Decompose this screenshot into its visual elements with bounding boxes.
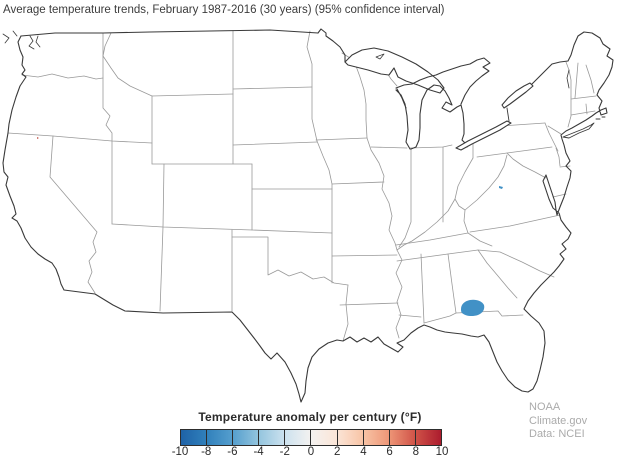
colorbar-segment bbox=[390, 430, 416, 445]
colorbar-tick-label: -10 bbox=[171, 446, 189, 458]
anomaly-region-california bbox=[37, 137, 39, 139]
colorbar-segment bbox=[364, 430, 390, 445]
lake-michigan-west-shore bbox=[395, 88, 411, 150]
colorbar-segment bbox=[338, 430, 364, 445]
colorbar-segment bbox=[207, 430, 234, 445]
colorbar-tick-label: -8 bbox=[201, 446, 212, 458]
conus-outline bbox=[2, 31, 614, 403]
colorbar-tick-label: 6 bbox=[386, 446, 393, 458]
puget-sound bbox=[28, 35, 41, 50]
colorbar-tick-label: -2 bbox=[279, 446, 290, 458]
anomaly-region-west-virginia bbox=[499, 186, 503, 189]
attribution-data: Data: NCEI bbox=[529, 428, 585, 440]
attribution-source: NOAA Climate.gov bbox=[529, 401, 588, 427]
figure-title: Average temperature trends, February 198… bbox=[3, 4, 445, 16]
colorbar-ticks: -10 -8 -6 -4 -2 0 2 4 6 8 10 bbox=[172, 446, 449, 459]
long-island bbox=[562, 122, 595, 139]
attribution: NOAA Climate.gov Data: NCEI bbox=[529, 401, 620, 442]
colorbar bbox=[180, 429, 442, 446]
canada-border bbox=[20, 28, 346, 63]
colorbar-tick-label: 0 bbox=[307, 446, 315, 458]
colorbar-segment bbox=[233, 430, 260, 445]
colorbar-tick-label: 10 bbox=[435, 446, 449, 458]
bc-canada-islands bbox=[2, 30, 18, 44]
colorbar-segment bbox=[259, 430, 286, 445]
lake-ontario bbox=[501, 82, 534, 109]
coastline-and-lakes bbox=[2, 28, 614, 403]
colorbar-tick-label: 4 bbox=[360, 446, 367, 458]
legend-title: Temperature anomaly per century (°F) bbox=[198, 410, 422, 424]
colorbar-tick-label: -6 bbox=[227, 446, 238, 458]
anomaly-regions bbox=[37, 137, 503, 317]
lake-erie bbox=[455, 120, 512, 151]
colorbar-segment bbox=[416, 430, 441, 445]
colorbar-segment bbox=[181, 430, 208, 445]
anomaly-region-georgia bbox=[461, 299, 485, 317]
isle-royale bbox=[375, 53, 385, 60]
michigan-mitten bbox=[410, 84, 468, 150]
lake-champlain bbox=[566, 69, 570, 89]
colorbar-segment bbox=[285, 430, 312, 445]
new-england-islands bbox=[595, 116, 606, 120]
niagara-river bbox=[506, 107, 510, 122]
colorbar-tick-label: 2 bbox=[333, 446, 341, 458]
colorbar-segment bbox=[311, 430, 338, 445]
lake-superior bbox=[344, 47, 445, 94]
upper-peninsula-shore bbox=[395, 57, 491, 105]
colorbar-tick-label: 8 bbox=[412, 446, 419, 458]
colorbar-tick-label: -4 bbox=[253, 446, 264, 458]
